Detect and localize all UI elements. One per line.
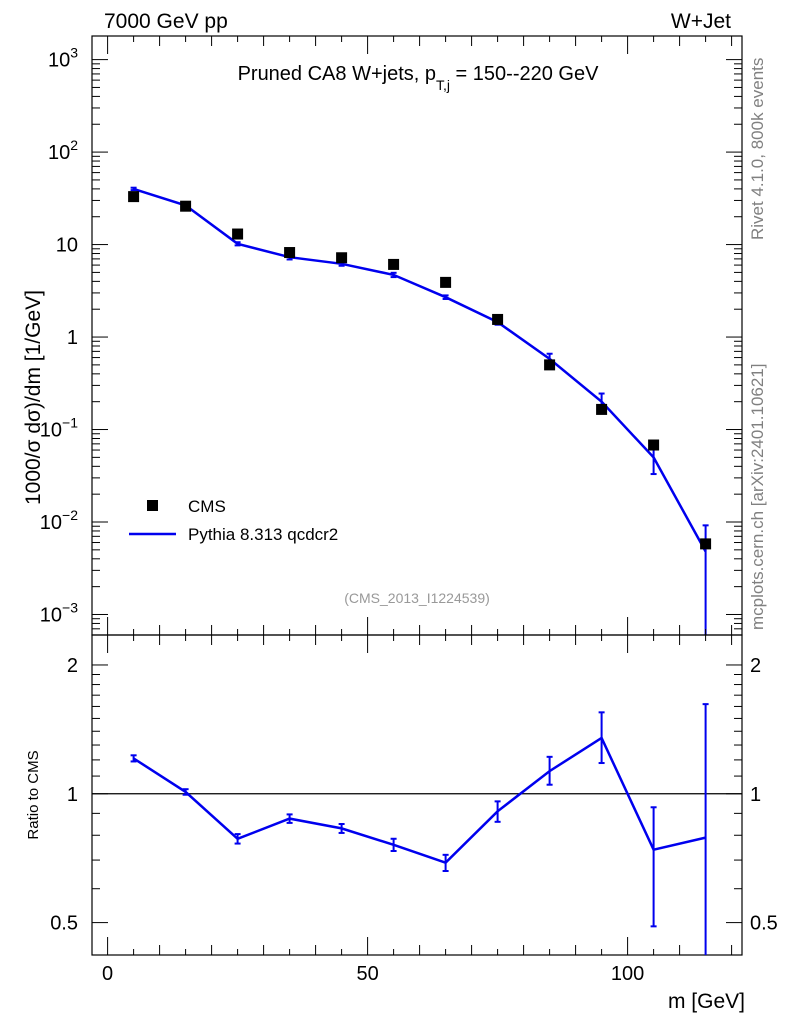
ratio-y-tick-label-right: 1 — [750, 784, 761, 806]
cms-data-point — [596, 403, 608, 415]
ratio-y-tick-label: 0.5 — [50, 913, 78, 935]
y-tick-label: 10 — [56, 235, 78, 257]
mcplots-label: mcplots.cern.ch [arXiv:2401.10621] — [748, 364, 767, 630]
main-title: Pruned CA8 W+jets, pT,j = 150--220 GeV — [238, 63, 600, 93]
legend: CMS Pythia 8.313 qcdcr2 — [129, 497, 338, 544]
y-tick-base: 10 — [40, 604, 62, 626]
main-frame — [91, 35, 743, 636]
cms-data-point — [180, 200, 192, 212]
x-tick-label: 100 — [611, 963, 644, 985]
x-tick-label: 50 — [356, 963, 378, 985]
y-tick-base: 10 — [40, 512, 62, 534]
y-tick-base: 1 — [67, 327, 78, 349]
x-axis-label: m [GeV] — [668, 990, 745, 1013]
cms-data-point — [544, 359, 556, 371]
x-tick-label: 0 — [102, 963, 113, 985]
ratio-line — [132, 736, 706, 865]
cms-data-point — [232, 228, 244, 240]
ratio-y-tick-label-right: 2 — [750, 655, 761, 677]
cms-data-point — [388, 258, 400, 270]
y-tick-label: 1 — [67, 327, 78, 349]
beam-label: 7000 GeV pp — [104, 10, 228, 33]
y-tick-base: 10 — [56, 235, 78, 257]
legend-cms-marker — [147, 500, 158, 511]
process-label: W+Jet — [671, 10, 731, 33]
y-tick-exponent: −3 — [62, 599, 78, 615]
y-tick-label: 10−1 — [40, 415, 78, 442]
legend-cms-label: CMS — [188, 497, 226, 516]
ratio-y-tick-label: 1 — [67, 784, 78, 806]
ratio-y-tick-label: 2 — [67, 655, 78, 677]
y-tick-label: 10−2 — [40, 507, 78, 534]
cms-data-point — [336, 252, 348, 264]
analysis-id: (CMS_2013_I1224539) — [344, 590, 490, 606]
ratio-y-tick-label-right: 0.5 — [750, 913, 778, 935]
cms-data-point — [440, 276, 452, 288]
y-tick-label: 102 — [48, 137, 78, 164]
y-tick-exponent: −2 — [62, 507, 78, 523]
y-tick-base: 10 — [40, 420, 62, 442]
cms-data-point — [128, 191, 140, 203]
y-tick-base: 10 — [48, 142, 70, 164]
y-tick-exponent: 3 — [70, 45, 78, 61]
y-axis-label: 1000/σ dσ)/dm [1/GeV] — [22, 290, 45, 505]
cms-data-point — [648, 439, 660, 451]
cms-data-point — [492, 313, 504, 325]
main-title-subscript: T,j — [436, 77, 450, 93]
mc-line — [133, 187, 707, 553]
ratio-frame — [91, 634, 743, 956]
main-title-text: Pruned CA8 W+jets, p — [238, 63, 436, 85]
y-tick-exponent: 2 — [70, 137, 78, 153]
cms-data-point — [700, 538, 712, 550]
main-title-suffix: = 150--220 GeV — [450, 63, 599, 85]
y-tick-label: 10−3 — [40, 599, 78, 626]
legend-mc-label: Pythia 8.313 qcdcr2 — [188, 525, 338, 544]
rivet-label: Rivet 4.1.0, 800k events — [748, 58, 767, 240]
y-tick-base: 10 — [48, 50, 70, 72]
ratio-panel: 0 50 100 2 2 1 1 0.5 0.5 — [50, 617, 778, 985]
y-tick-exponent: −1 — [62, 415, 78, 431]
y-tick-label: 103 — [48, 45, 78, 72]
ratio-y-axis-label: Ratio to CMS — [25, 750, 42, 839]
cms-data-point — [284, 247, 296, 259]
